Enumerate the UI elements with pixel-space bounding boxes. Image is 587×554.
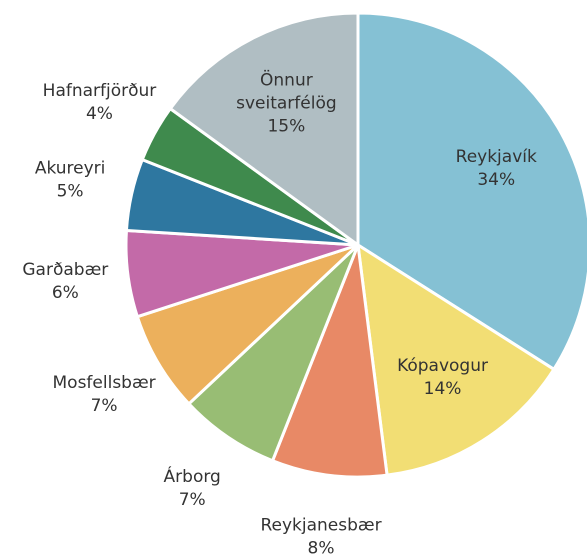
slice-label: Reykjavík [456, 147, 537, 167]
pie-slice [356, 242, 556, 477]
pie-slice [270, 244, 389, 479]
slice-value-label: 7% [179, 490, 206, 510]
slice-value-label: 34% [477, 170, 515, 190]
slice-label: Reykjanesbær [260, 516, 381, 536]
slice-value-label: 4% [86, 104, 113, 124]
slice-label: Garðabær [22, 260, 108, 280]
slice-value-label: 14% [424, 379, 462, 399]
slice-label: Akureyri [35, 159, 106, 179]
slice-label: Mosfellsbær [53, 373, 156, 393]
slice-label: Kópavogur [397, 356, 488, 376]
slice-value-label: 5% [57, 182, 84, 202]
pie-slice [168, 11, 360, 248]
slice-value-label: 8% [308, 539, 335, 554]
slice-label: Önnur sveitarfélög [236, 68, 337, 113]
slice-value-label: 6% [52, 283, 79, 303]
slice-value-label: 7% [91, 396, 118, 416]
slice-label: Hafnarfjörður [43, 81, 157, 101]
slice-value-label: 15% [267, 116, 305, 136]
pie-slice [135, 243, 360, 406]
slice-label: Árborg [164, 465, 221, 487]
pie-slice [186, 243, 360, 463]
